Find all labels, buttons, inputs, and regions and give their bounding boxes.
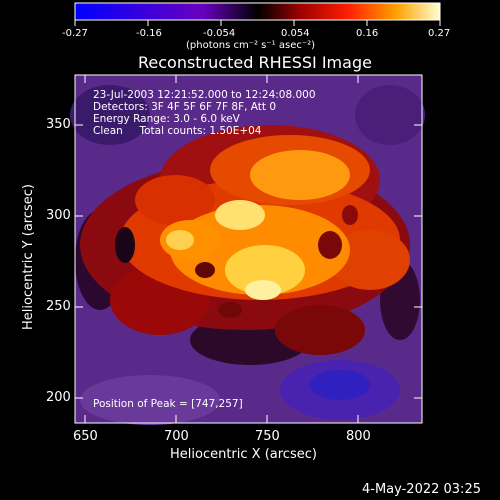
colorbar-ticks <box>74 20 441 26</box>
rhessi-image-map <box>70 74 425 425</box>
plot-axis-ticks <box>75 75 422 423</box>
colorbar <box>74 2 441 21</box>
